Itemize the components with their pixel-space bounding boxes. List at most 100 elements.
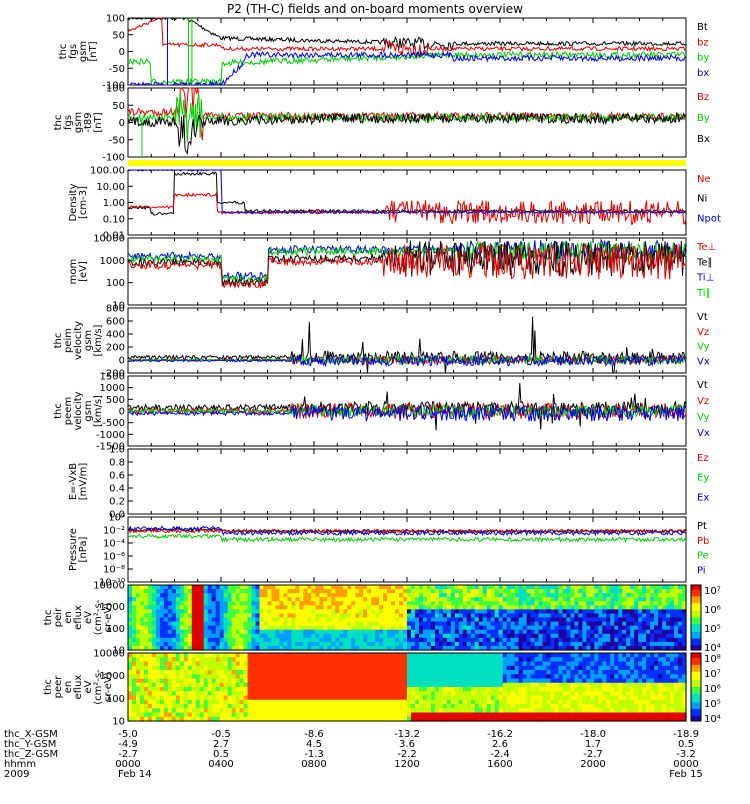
y-tick-label: 400 [106,330,125,341]
legend-vx: Vx [697,356,710,367]
legend-bz: bz [697,37,709,48]
y-tick-label: -1000 [96,430,125,441]
y-tick-label: 100.00 [90,166,125,177]
legend-vy: Vy [697,412,710,423]
legend-ti⊥: Ti⊥ [696,273,714,284]
y-tick-label: 50 [112,101,125,112]
y-tick-label: 800 [106,304,125,315]
legend-ez: Ez [697,453,709,464]
legend-vy: Vy [697,342,710,353]
y-tick-label: 10⁻² [103,526,125,537]
series-pe [128,534,686,541]
colorbar-label: 10⁷ [704,586,721,597]
y-tick-label: 1000 [100,256,125,267]
panel-frame-efield [128,449,686,514]
legend-vz: Vz [697,327,709,338]
panel-frame-pressure [128,517,686,582]
legend-pb: Pb [697,536,709,547]
colorbar-label: 10⁵ [704,624,721,635]
y-tick-label: 1500 [100,372,125,383]
y-tick-label: -50 [109,64,125,75]
y-tick-label: 10⁻⁴ [103,539,125,550]
y-axis-label: sr-eV) [103,672,114,701]
legend-bx: bx [697,68,709,79]
y-tick-label: 100 [106,84,125,95]
legend-bz: Bz [697,92,709,103]
legend-pt: Pt [697,521,707,532]
y-tick-label: 50 [112,30,125,41]
y-tick-label: -50 [109,135,125,146]
y-tick-label: 100 [106,14,125,25]
legend-vt: Vt [697,312,708,323]
xaxis-date-value: Feb 14 [118,769,152,780]
y-tick-label: 0 [119,407,125,418]
y-axis-label: [cm-3] [78,186,89,219]
y-axis-label: [mV/m] [78,463,89,501]
colorbar-label: 10⁸ [704,654,721,665]
y-axis-label: [nT] [88,41,99,61]
y-tick-label: 500 [106,395,125,406]
legend-npot: Npot [697,213,721,224]
legend-by: by [697,53,709,64]
legend-ey: Ey [697,473,709,484]
xaxis-hhmm-value: 2000 [580,759,605,770]
y-tick-label: 10⁰ [108,513,125,524]
y-axis-label: [eV] [78,261,89,282]
y-tick-label: 0.10 [103,214,125,225]
y-axis-label: [nT] [93,112,104,132]
legend-vx: Vx [697,428,710,439]
legend-vt: Vt [697,380,708,391]
y-tick-label: 1.00 [103,198,125,209]
legend-pe: Pe [697,551,709,562]
series-ne [128,193,686,224]
y-tick-label: 200 [106,343,125,354]
y-tick-label: 0.8 [109,458,125,469]
colorbar-peer [691,653,701,722]
colorbar-label: 10⁷ [704,669,721,680]
y-tick-label: 10000 [93,649,125,660]
y-tick-label: 10⁻⁶ [103,552,125,563]
colorbar-label: 10⁴ [704,714,721,725]
y-tick-label: 10000 [93,234,125,245]
legend-te∥: Te∥ [696,257,713,268]
colorbar-label: 10⁶ [704,605,721,616]
spectrogram-peer [128,653,687,722]
y-axis-label: [km/s] [93,395,104,427]
series-bx-det [128,114,686,154]
series-ni [128,172,686,215]
y-axis-label: sr-eV) [103,603,114,632]
colorbar-label: 10⁵ [704,699,721,710]
series-bz-det [128,88,686,140]
y-tick-label: 0.2 [109,497,125,508]
spectrogram-peir [128,585,687,651]
legend-te⊥: Te⊥ [696,242,716,253]
y-axis-label: [km/s] [93,324,104,356]
y-tick-label: 0.6 [109,471,125,482]
legend-ne: Ne [697,174,711,185]
y-tick-label: -500 [102,418,125,429]
y-tick-label: 10.00 [96,182,125,193]
legend-ti∥: Ti∥ [696,288,711,299]
y-tick-label: 0 [119,47,125,58]
panel-frame-fgs [128,18,686,85]
xaxis-date-value: Feb 15 [669,769,703,780]
y-axis-label: [nPa] [78,536,89,562]
y-tick-label: 600 [106,317,125,328]
legend-bt: Bt [697,22,708,33]
colorbar-label: 10⁶ [704,684,721,695]
xaxis-hhmm-value: 1200 [394,759,419,770]
xaxis-hhmm-value: 0800 [301,759,326,770]
y-tick-label: 0 [119,118,125,129]
y-tick-label: 100 [106,278,125,289]
xaxis-row-label: 2009 [4,769,29,780]
colorbar-peir [691,585,701,651]
xaxis-hhmm-value: 1600 [487,759,512,770]
series-npot [128,170,686,213]
legend-vz: Vz [697,396,709,407]
legend-ex: Ex [697,492,709,503]
y-tick-label: 1.0 [109,445,125,456]
y-tick-label: 10 [112,717,125,728]
y-tick-label: 0 [119,356,125,367]
